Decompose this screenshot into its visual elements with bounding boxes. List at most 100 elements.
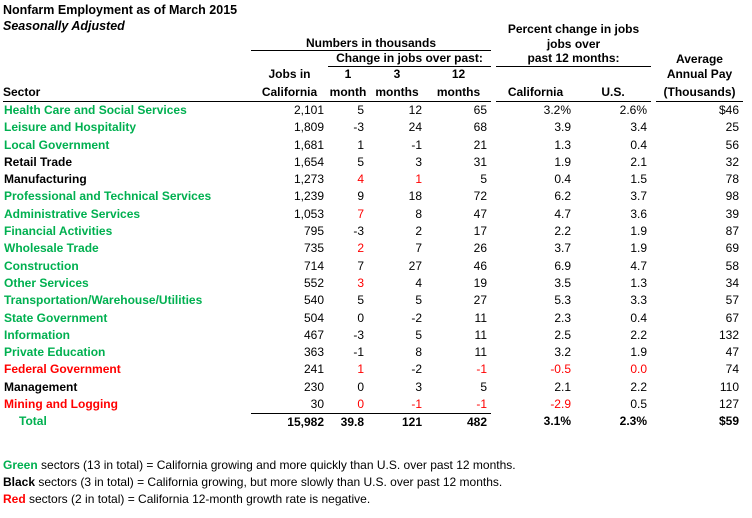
cell-pay: 57	[725, 293, 739, 308]
cell-us: 1.5	[630, 172, 647, 187]
cell-us: 1.9	[630, 345, 647, 360]
cell-mo1: -1	[353, 345, 364, 360]
cell-mo12: 5	[480, 379, 487, 394]
cell-pay: 39	[725, 206, 739, 221]
table-row: Retail Trade 1,654 5 3 31 1.9 2.1 32	[3, 154, 752, 171]
cell-jobs: 504	[303, 310, 324, 325]
cell-us: 3.3	[630, 293, 647, 308]
cell-mo3: -1	[411, 137, 422, 152]
page-title: Nonfarm Employment as of March 2015	[3, 3, 238, 17]
cell-mo3: 3	[415, 379, 422, 394]
cell-pay: 67	[725, 310, 739, 325]
table-row: Mining and Logging 30 0 -1 -1 -2.9 0.5 127	[3, 396, 752, 413]
cell-pay: 87	[725, 224, 739, 239]
cell-pay: 34	[725, 275, 739, 290]
table-row: Leisure and Hospitality 1,809 -3 24 68 3.9 3.4…	[3, 119, 752, 136]
cell-mo1: 1	[357, 362, 364, 377]
cell-ca: 2.3	[554, 310, 571, 325]
cell-pay: 132	[718, 327, 739, 342]
california-column-header: California	[496, 83, 575, 102]
cell-us: 2.1	[630, 154, 647, 169]
table-row: Information 467 -3 5 11 2.5 2.2 132	[3, 327, 752, 344]
cell-pay: 98	[725, 189, 739, 204]
cell-mo12: 72	[473, 189, 487, 204]
cell-mo12: 11	[474, 310, 487, 325]
cell-ca: 3.1%	[543, 414, 571, 429]
sector-name: Wholesale Trade	[4, 241, 99, 256]
cell-ca: -2.9	[550, 397, 571, 412]
table-row: Federal Government 241 1 -2 -1 -0.5 0.0 74	[3, 361, 752, 378]
header-row-3: Change in jobs over past: past 12 months…	[3, 50, 752, 67]
cell-jobs: 467	[303, 327, 324, 342]
table-body: Health Care and Social Services 2,101 5 12 6…	[3, 102, 752, 431]
cell-mo1: 3	[357, 275, 364, 290]
cell-pay: 58	[725, 258, 739, 273]
cell-mo3: 5	[415, 293, 422, 308]
cell-mo1: 9	[357, 189, 364, 204]
cell-mo12: 21	[473, 137, 487, 152]
cell-mo12: 47	[473, 206, 487, 221]
cell-mo1: 5	[357, 154, 364, 169]
cell-ca: 3.2%	[543, 103, 571, 117]
table-row: Construction 714 7 27 46 6.9 4.7 58	[3, 258, 752, 275]
cell-us: 3.7	[630, 189, 647, 204]
cell-mo3: 4	[415, 275, 422, 290]
cell-jobs: 241	[303, 362, 324, 377]
legend-note-red-text: sectors (2 in total) = California 12-mon…	[25, 491, 371, 506]
cell-mo1: 0	[357, 379, 364, 394]
cell-ca: 5.3	[554, 293, 571, 308]
cell-mo1: 4	[357, 172, 364, 187]
table-row: Transportation/Warehouse/Utilities 540 5 5 2…	[3, 292, 752, 309]
header-row-1: Percent change in jobs	[3, 22, 752, 36]
cell-jobs: 30	[310, 397, 324, 412]
cell-us: 3.4	[630, 120, 647, 135]
table-row: Health Care and Social Services 2,101 5 12 6…	[3, 102, 752, 119]
month12-header-line1: 12	[451, 67, 466, 81]
cell-us: 2.3%	[619, 414, 647, 429]
month3-header-line2: months	[368, 83, 426, 102]
month12-header-line2: months	[426, 83, 491, 102]
sector-name: Professional and Technical Services	[4, 189, 212, 204]
cell-jobs: 552	[303, 275, 324, 290]
sector-name: Private Education	[4, 345, 106, 360]
table-row: Other Services 552 3 4 19 3.5 1.3 34	[3, 275, 752, 292]
cell-us: 1.9	[630, 224, 647, 239]
month3-header-line1: 3	[393, 67, 401, 81]
legend-note-black: Black sectors (3 in total) = California …	[3, 474, 752, 491]
header-row-5: Sector California month months months Ca…	[3, 82, 752, 102]
cell-ca: 4.7	[554, 206, 571, 221]
sector-name: Manufacturing	[4, 172, 87, 187]
jobs-header-line2: California	[251, 83, 328, 102]
cell-mo1: 2	[357, 241, 364, 256]
legend-note-green-text: sectors (13 in total) = California growi…	[37, 457, 516, 472]
cell-mo12: 11	[474, 345, 487, 360]
cell-mo3: 5	[415, 327, 422, 342]
cell-mo3: 121	[368, 413, 426, 431]
cell-mo1: 7	[357, 206, 364, 221]
legend-notes: Green sectors (13 in total) = California…	[3, 457, 752, 508]
table-row: State Government 504 0 -2 11 2.3 0.4 67	[3, 310, 752, 327]
cell-mo3: 2	[415, 224, 422, 239]
sector-name: Health Care and Social Services	[4, 103, 187, 117]
percent-group-title-line3: past 12 months:	[496, 50, 651, 67]
cell-mo1: 5	[357, 103, 364, 117]
cell-mo12: 26	[473, 241, 487, 256]
cell-ca: 2.1	[554, 379, 571, 394]
cell-pay: $46	[718, 103, 739, 117]
cell-mo12: 27	[473, 293, 487, 308]
cell-mo12: 68	[473, 120, 487, 135]
cell-us: 0.0	[630, 362, 647, 377]
cell-mo3: 24	[408, 120, 422, 135]
sector-name: Construction	[4, 258, 79, 273]
cell-jobs: 795	[303, 224, 324, 239]
sector-name: Retail Trade	[4, 154, 73, 169]
cell-jobs: 1,273	[293, 172, 324, 187]
cell-mo3: -2	[411, 362, 422, 377]
sector-name: Administrative Services	[4, 206, 141, 221]
cell-ca: -0.5	[550, 362, 571, 377]
cell-mo12: 5	[480, 172, 487, 187]
month1-header-line2: month	[328, 83, 368, 102]
cell-mo1: -3	[353, 120, 364, 135]
cell-mo3: 8	[415, 345, 422, 360]
